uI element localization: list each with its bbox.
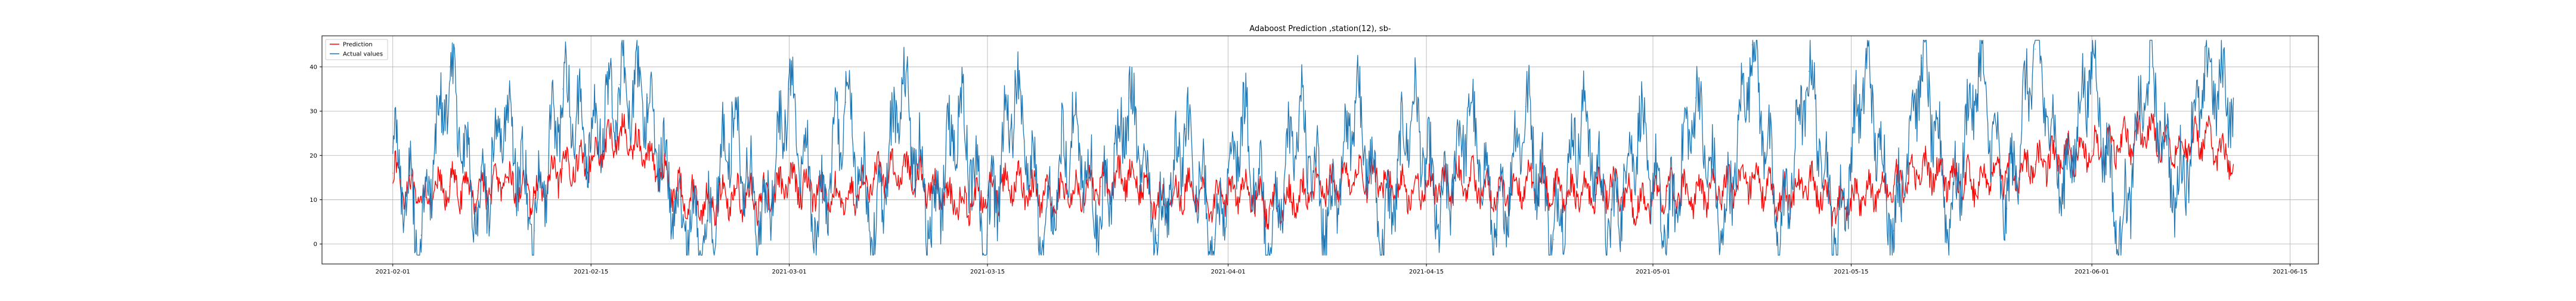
data-point <box>1553 239 1555 240</box>
series-line-actual-values <box>392 39 2234 256</box>
data-point <box>1411 102 1413 103</box>
data-point <box>392 146 394 148</box>
data-point <box>1893 186 1894 187</box>
y-axis: 0 10 20 30 40 <box>309 64 322 248</box>
x-tick-label: 2021-02-01 <box>376 269 410 275</box>
data-point <box>420 199 422 201</box>
data-point <box>562 168 564 170</box>
y-tick-label: 40 <box>309 64 317 70</box>
data-point <box>1072 119 1073 121</box>
y-tick-label: 0 <box>314 241 317 248</box>
data-point <box>760 199 761 201</box>
data-point <box>1213 199 1215 201</box>
data-point <box>590 137 592 139</box>
data-point <box>1780 239 1781 240</box>
data-point <box>2233 164 2234 165</box>
data-point <box>1355 97 1356 99</box>
data-point <box>2035 48 2036 50</box>
data-point <box>2035 164 2036 165</box>
data-point <box>1213 239 1215 240</box>
x-tick-label: 2021-03-01 <box>772 269 807 275</box>
data-point <box>1695 97 1696 99</box>
data-point <box>902 168 903 170</box>
x-tick-label: 2021-03-15 <box>970 269 1005 275</box>
data-point <box>562 88 564 90</box>
data-point <box>1581 110 1583 112</box>
data-point <box>1383 239 1385 240</box>
x-axis: 2021-02-01 2021-02-15 2021-03-01 2021-03-15… <box>376 264 2308 275</box>
series-lines <box>392 39 2234 256</box>
data-point <box>704 239 705 240</box>
data-point <box>1100 186 1101 187</box>
data-point <box>619 133 620 134</box>
x-tick-label: 2021-05-01 <box>1636 269 1670 275</box>
x-tick-label: 2021-02-15 <box>574 269 608 275</box>
chart-title: Adaboost Prediction ,station(12), sb- <box>1249 24 1391 33</box>
data-point <box>2176 199 2178 201</box>
data-point <box>1185 128 1187 130</box>
data-point <box>590 159 592 161</box>
legend-box <box>325 39 388 60</box>
data-point <box>1270 208 1271 209</box>
data-point <box>2091 57 2092 59</box>
y-tick-label: 20 <box>309 153 317 159</box>
x-tick-label: 2021-06-15 <box>2272 269 2307 275</box>
data-point <box>2091 150 2092 152</box>
legend-label-actual-values: Actual values <box>343 51 383 58</box>
y-tick-label: 30 <box>309 109 317 115</box>
data-point <box>902 79 903 81</box>
data-point <box>1751 44 1753 45</box>
y-tick-label: 10 <box>309 197 317 204</box>
data-point <box>1525 106 1526 108</box>
legend: Prediction Actual values <box>325 39 388 60</box>
data-point <box>1015 84 1017 85</box>
plot-area-frame <box>321 35 2319 265</box>
data-point <box>2063 155 2064 156</box>
data-point <box>449 186 450 187</box>
data-point <box>732 119 733 121</box>
legend-label-prediction: Prediction <box>343 42 373 48</box>
data-point <box>1241 115 1243 116</box>
data-point <box>930 186 931 187</box>
data-point <box>1610 186 1611 187</box>
data-point <box>2176 146 2178 148</box>
series-line-prediction <box>392 111 2234 230</box>
x-tick-label: 2021-06-01 <box>2075 269 2109 275</box>
data-point <box>1865 66 1866 67</box>
data-point <box>1241 186 1243 187</box>
data-point <box>1751 177 1753 178</box>
x-tick-label: 2021-04-15 <box>1409 269 1444 275</box>
data-point <box>1780 199 1781 201</box>
data-point <box>619 84 620 85</box>
x-tick-label: 2021-04-01 <box>1211 269 1246 275</box>
data-point <box>2233 97 2234 99</box>
x-tick-label: 2021-05-15 <box>1834 269 1868 275</box>
data-point <box>449 66 450 67</box>
data-point <box>1723 186 1724 187</box>
